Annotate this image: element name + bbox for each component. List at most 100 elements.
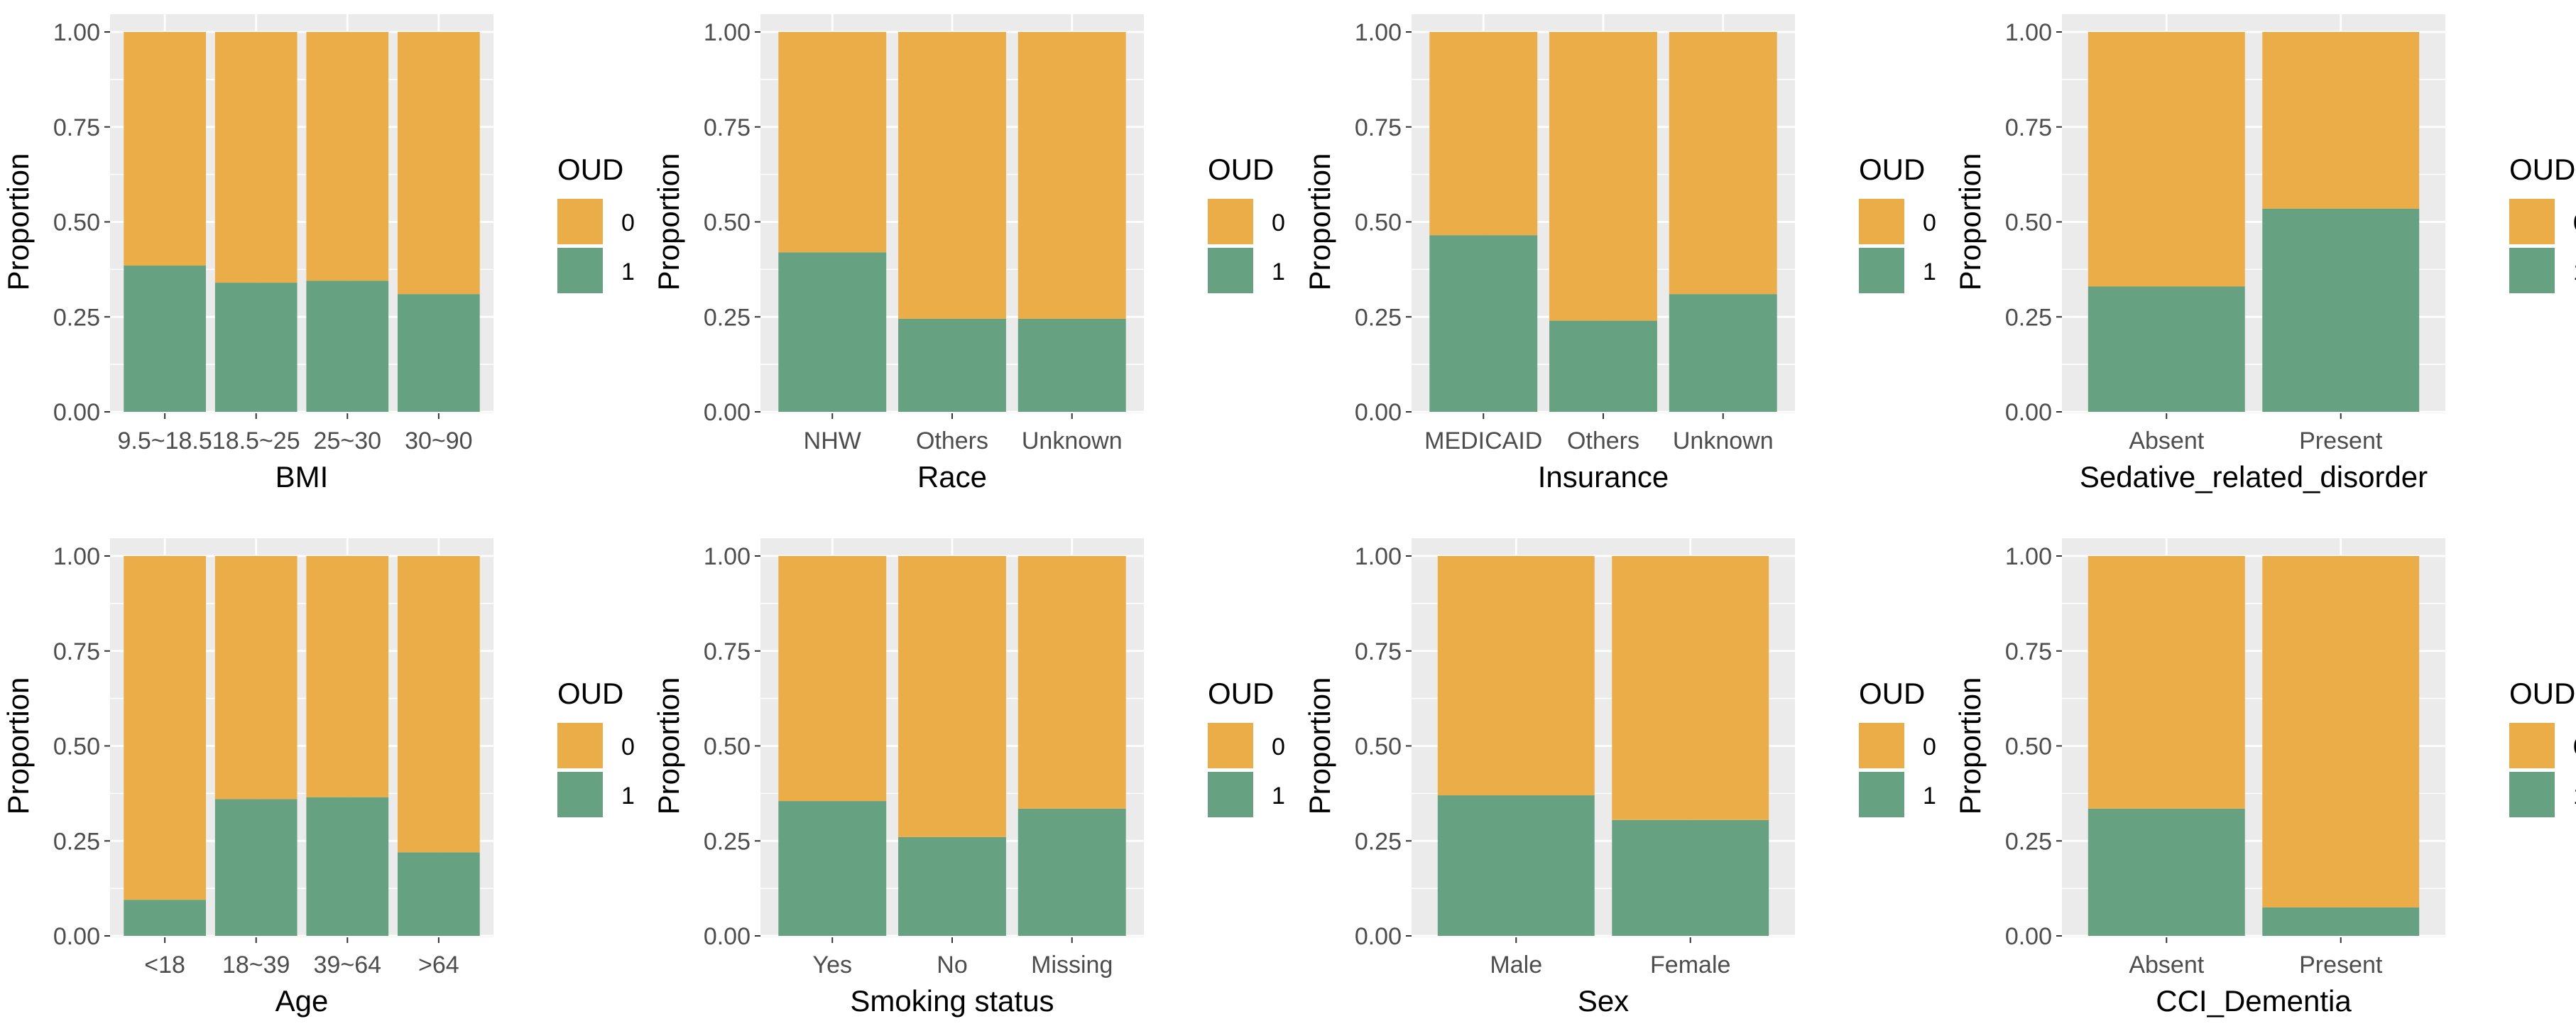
bar-9-5-18-5-oud-1 xyxy=(124,266,206,412)
y-tick-label: 0.75 xyxy=(704,114,751,141)
legend-label-oud-0: 0 xyxy=(1272,734,1285,760)
x-tick-label: Unknown xyxy=(1673,427,1774,454)
x-tick-label: MEDICAID xyxy=(1424,427,1542,454)
legend-label-oud-0: 0 xyxy=(621,734,635,760)
legend-title: OUD xyxy=(557,153,623,186)
x-tick-label: Present xyxy=(2299,952,2383,978)
x-tick-label: 30~90 xyxy=(405,427,473,454)
x-tick-label: Female xyxy=(1650,952,1730,978)
legend-title: OUD xyxy=(1859,153,1925,186)
y-tick-label: 0.75 xyxy=(53,114,100,141)
y-tick-label: 0.25 xyxy=(704,828,751,855)
bar-18-5-25-oud-1 xyxy=(214,283,298,412)
legend-key-oud-0 xyxy=(1859,723,1904,768)
y-tick-label: 0.50 xyxy=(2005,734,2052,760)
legend-label-oud-0: 0 xyxy=(621,209,635,236)
bar-absent-oud-1 xyxy=(2087,286,2245,412)
chart-panel-7: Male Female 0.00 0.25 0.50 0.75 1.00 Proportion… xyxy=(1303,538,1936,1018)
legend-key-oud-1 xyxy=(557,772,603,817)
x-tick-label: 18~39 xyxy=(222,952,290,978)
x-tick-label: Unknown xyxy=(1022,427,1123,454)
bar-nhw-oud-0 xyxy=(778,32,887,253)
legend-key-oud-0 xyxy=(1208,199,1253,244)
y-tick-label: 1.00 xyxy=(2005,543,2052,570)
x-tick-label: >64 xyxy=(418,952,459,978)
x-axis-title: BMI xyxy=(275,460,329,494)
bar-unknown-oud-1 xyxy=(1669,294,1777,412)
chart-panel-8: Absent Present 0.00 0.25 0.50 0.75 1.00 Proport… xyxy=(1953,538,2576,1018)
x-tick-label: Present xyxy=(2299,427,2383,454)
x-tick-label: No xyxy=(937,952,967,978)
x-tick-label: Yes xyxy=(813,952,852,978)
y-tick-label: 0.75 xyxy=(704,638,751,665)
y-tick-label: 0.25 xyxy=(2005,828,2052,855)
legend-label-oud-1: 1 xyxy=(621,258,635,285)
legend-key-oud-1 xyxy=(1859,772,1904,817)
y-tick-label: 0.00 xyxy=(704,399,751,426)
legend-key-oud-1 xyxy=(1859,248,1904,293)
bar-female-oud-1 xyxy=(1612,819,1769,936)
chart-panel-2: NHW Others Unknown 0.00 0.25 0.50 0.75 1.00 Prop… xyxy=(652,14,1285,494)
legend-label-oud-1: 1 xyxy=(2573,258,2576,285)
y-tick-label: 0.50 xyxy=(704,734,751,760)
y-tick-label: 1.00 xyxy=(1355,19,1402,46)
legend-label-oud-0: 0 xyxy=(1272,209,1285,236)
chart-panel-6: Yes No Missing 0.00 0.25 0.50 0.75 1.00 Proporti… xyxy=(652,538,1285,1018)
bar-30-90-oud-1 xyxy=(398,294,480,412)
legend-key-oud-0 xyxy=(557,199,603,244)
x-tick-label: Absent xyxy=(2129,427,2204,454)
y-tick-label: 0.75 xyxy=(1355,114,1402,141)
bar-others-oud-1 xyxy=(1549,320,1657,412)
legend-key-oud-0 xyxy=(557,723,603,768)
y-axis-title: Proportion xyxy=(652,153,685,291)
y-tick-label: 0.25 xyxy=(1355,828,1402,855)
bar-male-oud-0 xyxy=(1437,556,1595,796)
chart-panel-1: 9.5~18.5 18.5~25 25~30 30~90 0.00 0.25 0.50 0.7… xyxy=(1,14,635,494)
x-axis-title: Age xyxy=(275,984,329,1018)
x-tick-label: NHW xyxy=(804,427,861,454)
bar-medicaid-oud-0 xyxy=(1429,32,1538,236)
bar-absent-oud-1 xyxy=(2087,808,2245,936)
legend-label-oud-0: 0 xyxy=(2573,734,2576,760)
bar-nhw-oud-1 xyxy=(778,252,887,412)
x-tick-label: 39~64 xyxy=(314,952,382,978)
x-axis-title: CCI_Dementia xyxy=(2156,984,2352,1018)
bar-yes-oud-1 xyxy=(778,801,887,936)
bar-18-39-oud-0 xyxy=(214,556,298,800)
bar-yes-oud-0 xyxy=(778,556,887,802)
bar-missing-oud-0 xyxy=(1017,556,1126,809)
y-tick-label: 0.00 xyxy=(2005,923,2052,950)
legend-title: OUD xyxy=(1859,677,1925,710)
bar-unknown-oud-0 xyxy=(1669,32,1777,295)
bar-18-oud-1 xyxy=(124,900,206,936)
legend-key-oud-1 xyxy=(557,248,603,293)
y-tick-label: 0.25 xyxy=(53,304,100,331)
y-axis-title: Proportion xyxy=(1303,677,1336,815)
bar-missing-oud-1 xyxy=(1017,808,1126,936)
bar-others-oud-1 xyxy=(898,318,1006,412)
y-axis-title: Proportion xyxy=(1303,153,1336,291)
y-tick-label: 0.00 xyxy=(2005,399,2052,426)
x-tick-label: 18.5~25 xyxy=(212,427,300,454)
x-axis-title: Smoking status xyxy=(850,984,1054,1018)
y-tick-label: 0.50 xyxy=(53,734,100,760)
legend-label-oud-1: 1 xyxy=(2573,783,2576,809)
x-tick-label: Others xyxy=(1567,427,1639,454)
y-tick-label: 0.75 xyxy=(2005,638,2052,665)
y-axis-title: Proportion xyxy=(1953,677,1987,815)
bar-absent-oud-0 xyxy=(2087,32,2245,287)
bar-18-39-oud-1 xyxy=(214,799,298,936)
bar-18-oud-0 xyxy=(124,556,206,900)
legend-label-oud-1: 1 xyxy=(1923,783,1936,809)
bar-64-oud-0 xyxy=(398,556,480,853)
y-tick-label: 0.00 xyxy=(53,399,100,426)
chart-panel-5: <18 18~39 39~64 >64 0.00 0.25 0.50 0.75 1.00 Prop… xyxy=(1,538,635,1018)
bar-25-30-oud-1 xyxy=(306,280,389,412)
legend-label-oud-1: 1 xyxy=(1272,783,1285,809)
legend-key-oud-1 xyxy=(1208,772,1253,817)
bar-others-oud-0 xyxy=(898,32,1006,319)
y-tick-label: 0.75 xyxy=(1355,638,1402,665)
bar-no-oud-0 xyxy=(898,556,1006,837)
